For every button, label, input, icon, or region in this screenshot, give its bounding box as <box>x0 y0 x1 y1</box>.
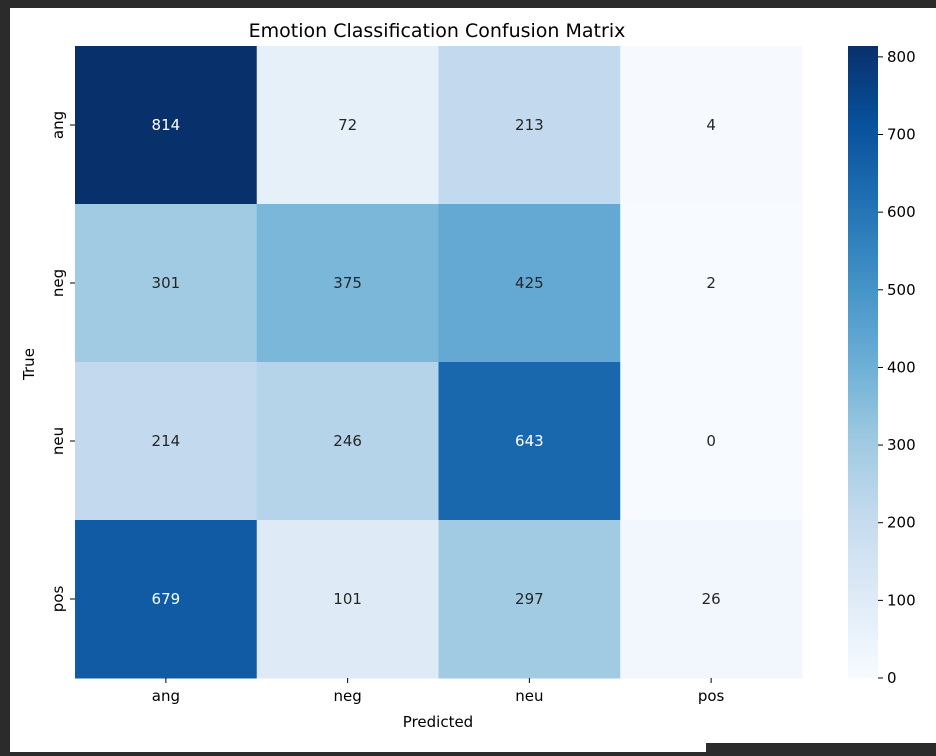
cell-value-label: 214 <box>152 432 181 450</box>
heatmap-cell <box>256 520 439 679</box>
heatmap-cell-labels: 814 72 213 4 301 375 425 2 214 246 643 0 679 101 297 26 <box>152 116 721 608</box>
heatmap-cell <box>75 520 258 679</box>
chart-canvas: Emotion Classification Confusion Matrix … <box>10 8 936 752</box>
colorbar-gradient <box>848 46 878 678</box>
heatmap-cell <box>620 520 803 679</box>
colorbar-tick-label: 500 <box>887 281 916 299</box>
colorbar-tick-label: 700 <box>887 126 916 144</box>
y-axis: ang neg neu pos <box>49 111 75 612</box>
output-scroll-corner <box>706 743 936 752</box>
heatmap-cell <box>438 46 621 205</box>
chart-title: Emotion Classification Confusion Matrix <box>249 20 626 42</box>
cell-value-label: 679 <box>152 590 181 608</box>
cell-value-label: 246 <box>333 432 362 450</box>
x-tick-label: neu <box>515 687 543 705</box>
cell-value-label: 26 <box>702 590 721 608</box>
heatmap-cell <box>256 204 439 363</box>
cell-value-label: 213 <box>515 116 544 134</box>
confusion-matrix-chart: Emotion Classification Confusion Matrix … <box>20 20 916 731</box>
colorbar-tick-label: 100 <box>887 591 916 609</box>
cell-value-label: 814 <box>152 116 181 134</box>
y-tick-label: ang <box>49 111 67 139</box>
cell-value-label: 301 <box>152 274 181 292</box>
y-tick-label: pos <box>49 586 67 613</box>
cell-value-label: 2 <box>706 274 716 292</box>
heatmap-cell <box>620 362 803 521</box>
x-axis-label: Predicted <box>403 713 473 731</box>
cell-value-label: 72 <box>338 116 357 134</box>
cell-value-label: 297 <box>515 590 544 608</box>
cell-value-label: 425 <box>515 274 544 292</box>
heatmap-cells <box>75 46 803 679</box>
colorbar-tick-label: 600 <box>887 203 916 221</box>
x-axis: ang neg neu pos <box>152 678 725 705</box>
heatmap-cell <box>620 46 803 205</box>
colorbar-tick-label: 0 <box>887 669 897 687</box>
cell-value-label: 4 <box>706 116 716 134</box>
heatmap-cell <box>620 204 803 363</box>
cell-value-label: 643 <box>515 432 544 450</box>
heatmap-cell <box>256 362 439 521</box>
heatmap-cell <box>256 46 439 205</box>
cell-value-label: 101 <box>333 590 362 608</box>
heatmap-cell <box>75 204 258 363</box>
heatmap-cell <box>438 520 621 679</box>
heatmap-cell <box>75 46 258 205</box>
x-tick-label: neg <box>333 687 361 705</box>
y-tick-label: neg <box>49 269 67 297</box>
x-tick-label: ang <box>152 687 180 705</box>
heatmap-cell <box>438 362 621 521</box>
cell-value-label: 375 <box>333 274 362 292</box>
colorbar: 0 100 200 300 400 500 600 700 800 <box>848 46 916 687</box>
x-tick-label: pos <box>698 687 725 705</box>
heatmap-cell <box>75 362 258 521</box>
cell-value-label: 0 <box>706 432 716 450</box>
colorbar-tick-label: 400 <box>887 358 916 376</box>
colorbar-tick-label: 300 <box>887 436 916 454</box>
colorbar-tick-label: 800 <box>887 48 916 66</box>
heatmap-cell <box>438 204 621 363</box>
colorbar-tick-label: 200 <box>887 514 916 532</box>
y-tick-label: neu <box>49 427 67 455</box>
y-axis-label: True <box>20 348 38 381</box>
